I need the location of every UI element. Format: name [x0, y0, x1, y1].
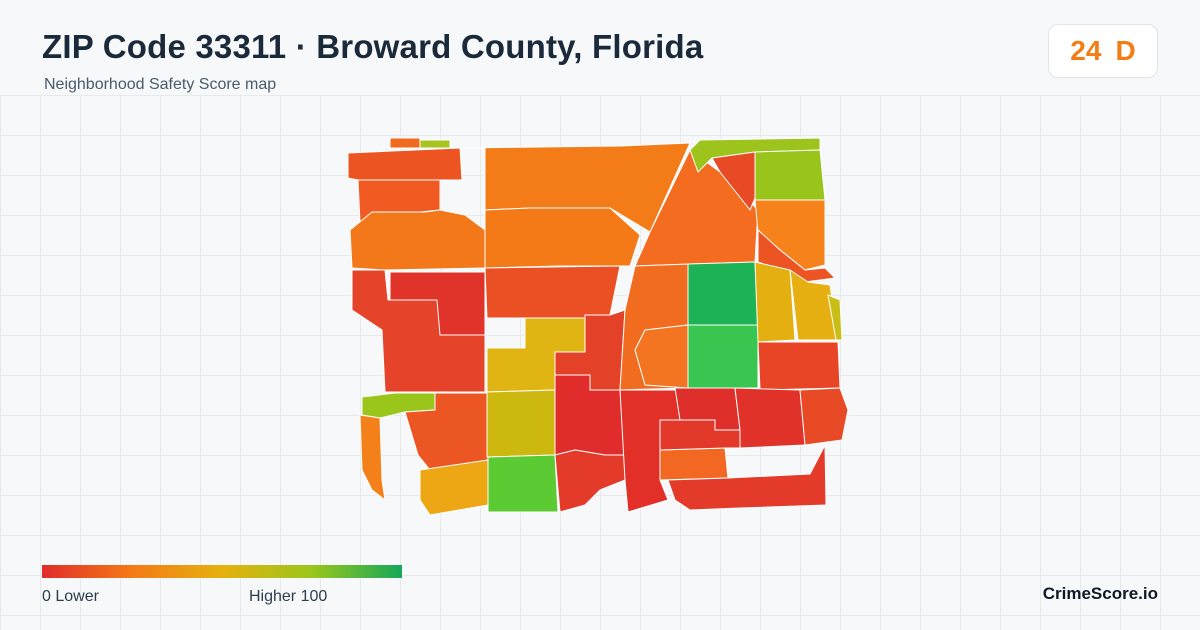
- page-title: ZIP Code 33311 · Broward County, Florida: [42, 28, 704, 65]
- map-region-center-olive[interactable]: [486, 389, 556, 458]
- map-region-northeast-red[interactable]: [711, 151, 756, 211]
- map-region-south-east-red-2[interactable]: [659, 419, 741, 451]
- map-region-south-center-red-2[interactable]: [554, 449, 626, 513]
- map-region-east-red-mid[interactable]: [757, 341, 841, 391]
- map-region-east-red-low[interactable]: [799, 387, 849, 446]
- score-grade: D: [1115, 35, 1136, 66]
- map-region-northwest-lower-orange[interactable]: [349, 209, 486, 271]
- brand-logo-text[interactable]: CrimeScore.io: [1042, 584, 1158, 603]
- map-region-east-yellow-green[interactable]: [827, 294, 843, 341]
- map-region-south-east-red[interactable]: [734, 387, 806, 449]
- score-badge: 24 D: [1048, 24, 1158, 78]
- map-region-east-yellow-1[interactable]: [754, 261, 796, 343]
- legend-color-bar: [42, 565, 402, 578]
- header-band: [0, 0, 1200, 95]
- map-region-north-top-sliver-green[interactable]: [419, 139, 451, 149]
- map-region-north-top-sliver-orange[interactable]: [389, 137, 421, 149]
- map-region-green-upper[interactable]: [687, 261, 759, 326]
- map-region-northeast-lime[interactable]: [754, 149, 826, 201]
- map-region-southwest-orange[interactable]: [359, 414, 386, 501]
- page-subtitle: Neighborhood Safety Score map: [44, 76, 277, 93]
- map-region-south-green[interactable]: [487, 454, 559, 513]
- map-region-south-orange[interactable]: [659, 447, 729, 481]
- map-region-south-yellow[interactable]: [419, 459, 489, 516]
- map-region-green-lower[interactable]: [687, 324, 759, 389]
- legend-min-label: 0 Lower: [42, 588, 99, 605]
- score-value: 24: [1070, 35, 1102, 66]
- map-region-north-center-lower-orange[interactable]: [484, 207, 641, 269]
- legend-max-label: Higher 100: [249, 588, 328, 605]
- map-region-south-bottom-red[interactable]: [667, 444, 827, 511]
- map-region-center-orange-ring[interactable]: [634, 324, 689, 389]
